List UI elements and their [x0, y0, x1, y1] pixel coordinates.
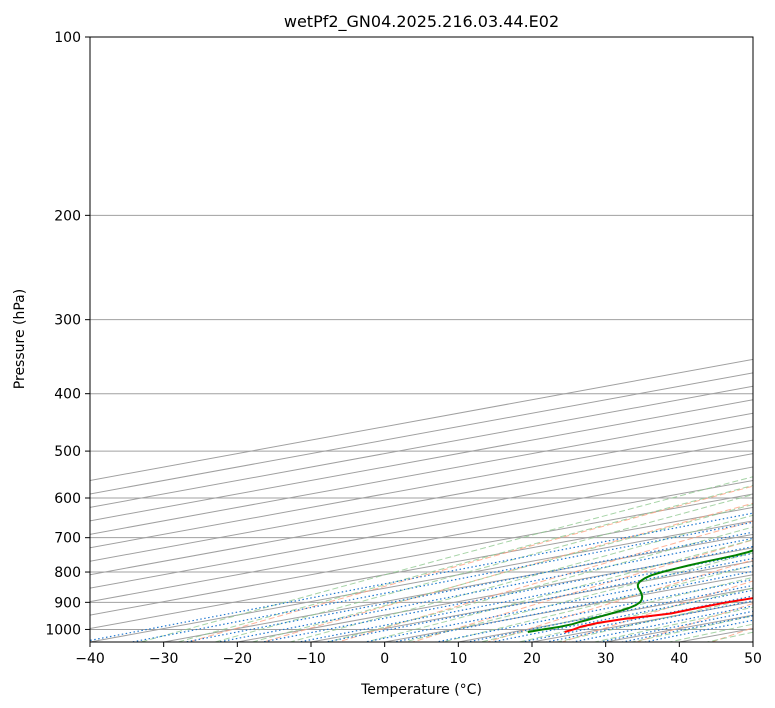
mixing-ratio-line [543, 600, 753, 642]
tick-layer: −40 −30 −20 −10 0 10 20 30 40 50 100 200 300 400 500 60… [45, 30, 762, 667]
y-tick-label: 300 [54, 313, 81, 329]
isotherm-line [90, 506, 753, 630]
y-tick-label: 600 [54, 491, 81, 507]
x-tick-label: −40 [75, 651, 105, 667]
x-tick-label: 50 [744, 651, 762, 667]
mixing-ratio-line [518, 595, 753, 642]
moist-adiabat [139, 476, 753, 642]
isotherm-line [90, 453, 753, 576]
isotherm-line [160, 533, 753, 642]
grid-layer [90, 37, 753, 642]
isotherm-line [90, 479, 753, 603]
y-tick-label: 400 [54, 387, 81, 403]
x-tick-label: −20 [223, 651, 253, 667]
isotherm-line [90, 439, 753, 562]
mixing-ratio-line [489, 589, 753, 642]
moist-adiabat [250, 503, 753, 642]
y-tick-label: 700 [54, 531, 81, 547]
dry-adiabat [336, 520, 753, 642]
series-layer [527, 549, 753, 633]
x-tick-label: 30 [597, 651, 615, 667]
isotherm-line [90, 466, 753, 589]
isotherm-line [90, 426, 753, 549]
y-tick-label: 900 [54, 595, 81, 611]
mixing-ratio-line [259, 545, 753, 642]
mixing-ratio-line [215, 537, 753, 642]
y-axis-label: Pressure (hPa) [12, 289, 28, 389]
isotherm-line [90, 520, 753, 642]
chart-title: wetPf2_GN04.2025.216.03.44.E02 [284, 12, 559, 32]
moist-adiabat [326, 526, 753, 642]
dry-adiabat [261, 502, 753, 642]
x-axis-label: Temperature (°C) [360, 682, 482, 698]
y-tick-label: 100 [54, 30, 81, 46]
x-tick-label: 20 [523, 651, 541, 667]
y-tick-label: 500 [54, 444, 81, 460]
x-tick-label: −30 [149, 651, 179, 667]
mixing-ratio-line [569, 605, 753, 642]
x-tick-label: 40 [670, 651, 688, 667]
dry-adiabat [411, 539, 753, 642]
dewpoint-profile [527, 549, 753, 633]
mixing-ratio-line [296, 552, 753, 642]
y-tick-label: 800 [54, 565, 81, 581]
x-tick-label: −10 [296, 651, 326, 667]
isotherm-line [90, 493, 753, 616]
x-tick-label: 0 [380, 651, 389, 667]
y-tick-label: 200 [54, 208, 81, 224]
y-tick-label: 1000 [45, 622, 81, 638]
x-tick-label: 10 [449, 651, 467, 667]
moist-adiabat [288, 514, 753, 642]
plot-frame [89, 36, 754, 643]
